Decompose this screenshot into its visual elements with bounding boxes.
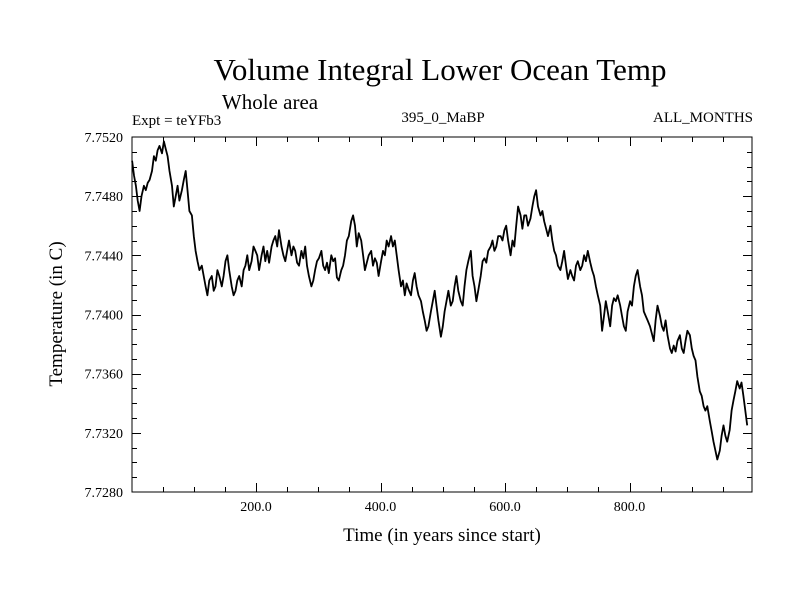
y-tick-label: 7.7360 <box>85 368 124 383</box>
series-line <box>131 140 749 461</box>
x-axis-label: Time (in years since start) <box>343 525 541 546</box>
y-tick-label: 7.7480 <box>85 190 124 205</box>
x-tick-label: 400.0 <box>365 500 397 515</box>
months-label: ALL_MONTHS <box>653 110 753 126</box>
x-tick-label: 600.0 <box>489 500 521 515</box>
y-tick-label: 7.7320 <box>85 427 124 442</box>
y-tick-label: 7.7520 <box>85 131 124 146</box>
plot-frame <box>131 136 753 493</box>
y-tick-label: 7.7280 <box>85 486 124 501</box>
y-axis-label: Temperature (in C) <box>46 241 67 386</box>
chart-title: Volume Integral Lower Ocean Temp <box>214 52 667 87</box>
y-tick-label: 7.7400 <box>85 309 124 324</box>
experiment-label: Expt = teYFb3 <box>132 113 221 129</box>
y-tick-label: 7.7440 <box>85 249 124 264</box>
x-tick-label: 800.0 <box>614 500 646 515</box>
axis-ticks <box>132 137 752 492</box>
chart-subtitle: Whole area <box>222 90 319 114</box>
period-label: 395_0_MaBP <box>401 110 484 126</box>
y-tick-labels: 7.7280 7.7320 7.7360 7.7400 7.7440 7.7480 7.75… <box>85 131 124 501</box>
x-tick-label: 200.0 <box>240 500 272 515</box>
x-tick-labels: 200.0 400.0 600.0 800.0 <box>240 500 645 515</box>
